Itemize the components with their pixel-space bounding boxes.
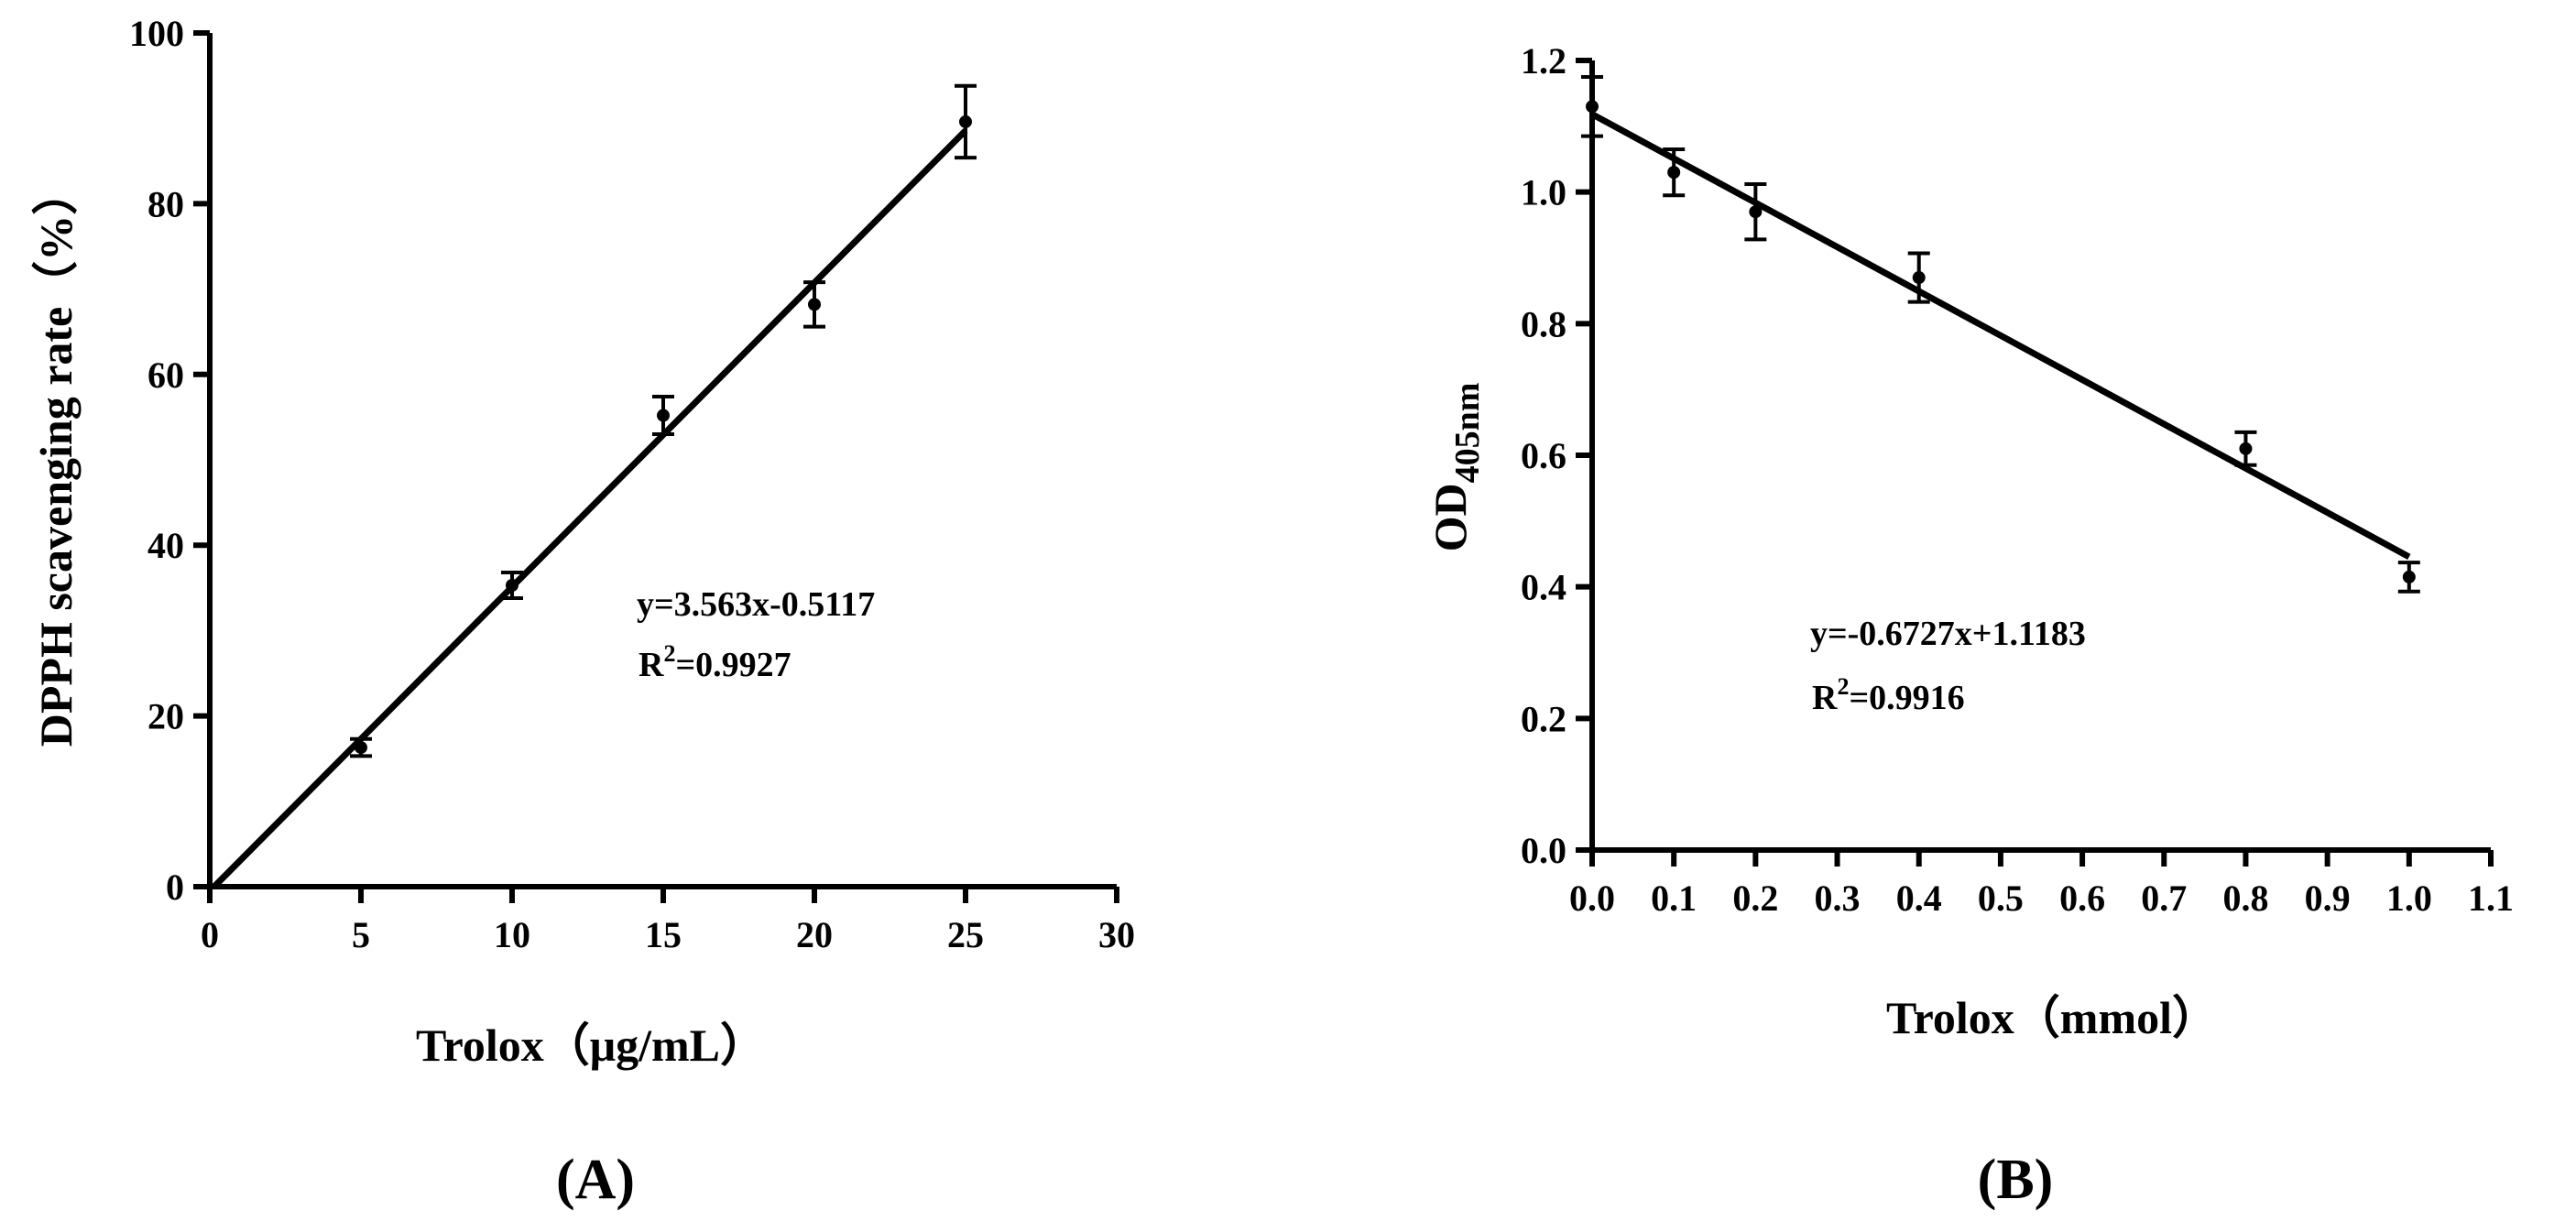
data-point-b-1 [1667,166,1681,180]
x-tick-label-b-8: 0.8 [2222,878,2268,919]
y-tick-label-b-2: 0.4 [1521,567,1566,608]
y-tick-label-a-0: 0 [166,867,184,908]
panel-a-y-ticks: 0 20 40 60 80 100 [129,13,210,908]
panel-b-y-ticks: 0.0 0.2 0.4 0.6 0.8 1.0 1.2 [1521,40,1592,871]
y-tick-label-b-0: 0.0 [1521,830,1566,871]
fit-line-a [212,128,968,889]
panel-b-y-axis-title-main: OD [1424,483,1476,551]
panel-b-r-squared-value: =0.9916 [1849,679,1964,717]
x-tick-label-b-3: 0.3 [1815,878,1861,919]
data-point-a-1 [506,579,518,593]
panel-a-r-squared-sup: 2 [663,640,675,667]
data-point-b-5 [2402,570,2416,583]
y-tick-label-a-2: 40 [147,525,184,566]
y-tick-label-b-3: 0.6 [1521,435,1566,476]
x-tick-label-a-4: 20 [796,914,833,955]
x-tick-label-a-2: 10 [494,914,530,955]
panel-a-r-squared-base: R [639,646,664,684]
panel-b-r-squared-sup: 2 [1837,673,1849,700]
y-tick-label-a-4: 80 [147,183,184,224]
x-tick-label-b-6: 0.6 [2059,878,2105,919]
y-tick-label-b-4: 0.8 [1521,303,1566,344]
panel-a-fit-line-group [212,128,968,889]
data-point-a-0 [355,741,367,755]
panel-b-r-squared: R2=0.9916 [1812,673,1965,717]
x-tick-label-b-7: 0.7 [2141,878,2187,919]
panel-a-r-squared: R2=0.9927 [639,640,791,684]
data-point-a-3 [808,298,821,311]
y-tick-label-a-5: 100 [129,13,184,54]
x-tick-label-a-3: 15 [645,914,682,955]
x-tick-label-b-10: 1.0 [2386,878,2432,919]
fit-line-b [1590,111,2411,560]
x-tick-label-b-9: 0.9 [2305,878,2351,919]
data-point-b-0 [1586,100,1599,114]
x-tick-label-b-2: 0.2 [1732,878,1778,919]
panel-a-y-axis-title: DPPH scavenging rate（%） [30,169,82,747]
panel-b-equation: y=-0.6727x+1.1183 [1810,615,2086,653]
x-tick-label-b-4: 0.4 [1896,878,1942,919]
panel-a-x-ticks: 0 5 10 15 20 25 30 [201,887,1135,955]
panel-b-points [1586,100,2416,583]
panel-a-points [355,114,972,755]
x-tick-label-a-1: 5 [352,914,370,955]
x-tick-label-a-5: 25 [947,914,984,955]
x-tick-label-b-5: 0.5 [1978,878,2024,919]
panel-b-x-axis-title: Trolox（mmol） [1886,992,2218,1043]
x-tick-label-b-1: 0.1 [1651,878,1697,919]
panel-b-y-axis-title-sub: 405nm [1448,383,1487,484]
y-tick-label-a-3: 60 [147,354,184,396]
panel-a-equation: y=3.563x-0.5117 [637,585,875,624]
data-point-a-4 [959,114,972,128]
data-point-b-3 [1912,271,1926,285]
panel-a-x-axis-title: Trolox（μg/mL） [416,1019,766,1071]
panel-b-r-squared-base: R [1812,679,1838,717]
x-tick-label-b-11: 1.1 [2468,878,2514,919]
panel-a-r-squared-value: =0.9927 [675,646,791,684]
x-tick-label-a-6: 30 [1098,914,1135,955]
y-tick-label-b-5: 1.0 [1521,172,1566,213]
panel-b-x-ticks: 0.0 0.1 0.2 0.3 0.4 0.5 0.6 0.7 0.8 0.9 1.0 1.1 [1569,850,2514,919]
data-point-b-4 [2239,442,2253,455]
x-tick-label-b-0: 0.0 [1569,878,1615,919]
panel-a-label: (A) [556,1149,635,1211]
panel-b-label: (B) [1978,1149,2054,1211]
panel-b-y-axis-title: OD405nm [1424,383,1487,552]
data-point-b-2 [1749,205,1763,219]
data-point-a-2 [657,409,670,422]
y-tick-label-b-1: 0.2 [1521,698,1566,739]
panel-b-error-bars [1581,74,2420,594]
y-tick-label-a-1: 20 [147,696,184,737]
x-tick-label-a-0: 0 [201,914,219,955]
y-tick-label-b-6: 1.2 [1521,40,1566,82]
panel-b-fit-line-group [1590,111,2411,560]
panel-b-chart: 0.0 0.1 0.2 0.3 0.4 0.5 0.6 0.7 0.8 0.9 1.0 1.1 0.0… [1424,40,2514,1211]
